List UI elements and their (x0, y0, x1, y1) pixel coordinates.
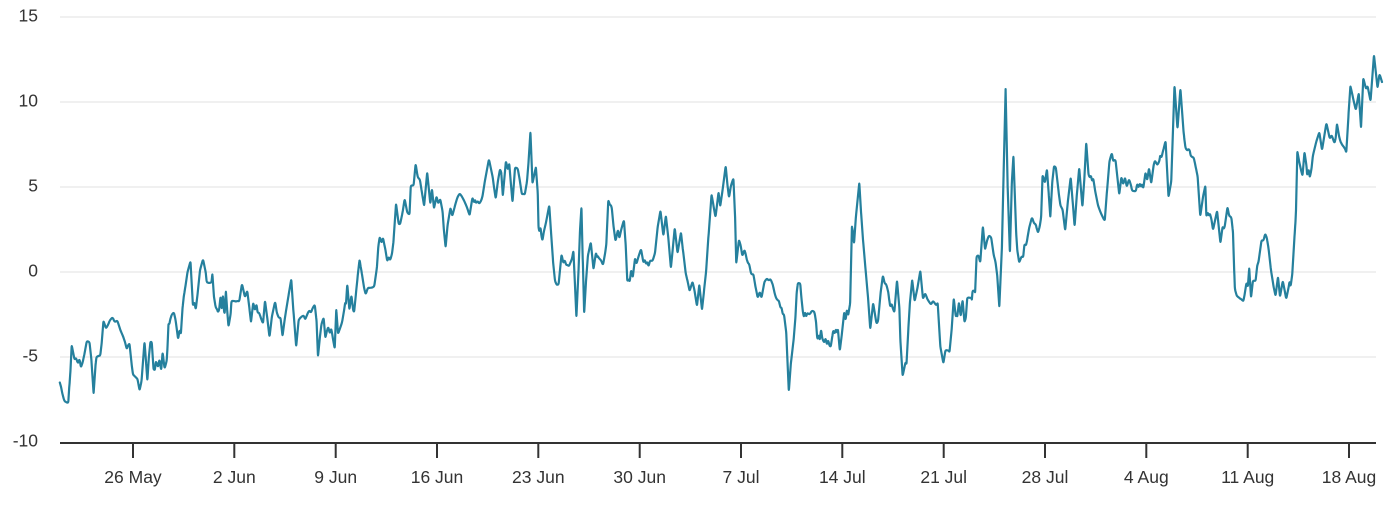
svg-text:7 Jul: 7 Jul (723, 467, 760, 487)
svg-text:14 Jul: 14 Jul (819, 467, 866, 487)
svg-text:-10: -10 (13, 431, 39, 451)
svg-text:18 Aug: 18 Aug (1322, 467, 1377, 487)
svg-text:28 Jul: 28 Jul (1022, 467, 1069, 487)
svg-text:11 Aug: 11 Aug (1221, 467, 1274, 487)
svg-text:2 Jun: 2 Jun (213, 467, 256, 487)
svg-text:9 Jun: 9 Jun (314, 467, 357, 487)
svg-text:16 Jun: 16 Jun (411, 467, 464, 487)
svg-text:0: 0 (28, 261, 38, 281)
svg-text:15: 15 (19, 6, 38, 26)
svg-text:21 Jul: 21 Jul (920, 467, 967, 487)
svg-text:-5: -5 (22, 346, 38, 366)
svg-text:23 Jun: 23 Jun (512, 467, 565, 487)
svg-text:10: 10 (19, 91, 39, 111)
svg-text:5: 5 (28, 176, 38, 196)
svg-text:4 Aug: 4 Aug (1124, 467, 1169, 487)
svg-text:30 Jun: 30 Jun (613, 467, 666, 487)
svg-text:26 May: 26 May (104, 467, 162, 487)
